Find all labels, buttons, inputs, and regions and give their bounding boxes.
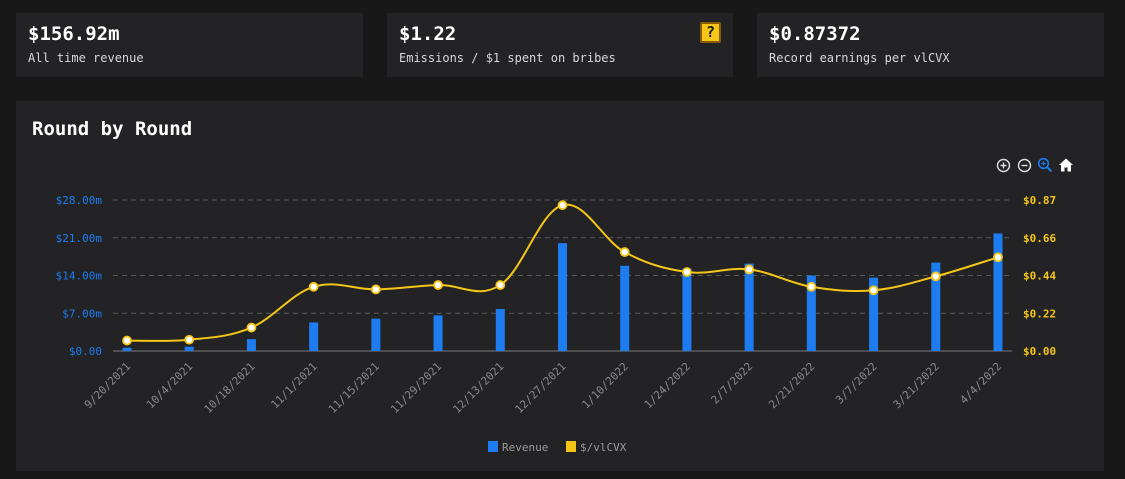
- y-left-tick-label: $7.00m: [62, 307, 102, 320]
- round-by-round-chart: $0.00 $0.00 $7.00m $0.22 $14.00m $0.44 $21.00m…: [56, 194, 1057, 454]
- vlcvx-point[interactable]: [246, 322, 257, 333]
- vlcvx-point[interactable]: [682, 267, 692, 277]
- stat-card-revenue: $156.92m All time revenue: [16, 13, 363, 77]
- stat-label: All time revenue: [28, 51, 144, 65]
- stat-label: Emissions / $1 spent on bribes: [399, 51, 616, 65]
- y-right-tick-label: $0.00: [1023, 345, 1056, 358]
- revenue-bar[interactable]: [869, 277, 879, 351]
- y-right-tick-label: $0.22: [1023, 307, 1056, 320]
- y-right-tick-label: $0.44: [1023, 270, 1056, 283]
- revenue-bar[interactable]: [744, 263, 754, 351]
- legend-swatch-vlcvx: [566, 441, 576, 452]
- x-tick-label: 11/15/2021: [326, 360, 382, 416]
- revenue-bar[interactable]: [931, 262, 941, 351]
- vlcvx-point[interactable]: [993, 252, 1003, 263]
- revenue-bar[interactable]: [682, 268, 692, 351]
- y-left-tick-label: $28.00m: [56, 194, 103, 207]
- vlcvx-point[interactable]: [868, 285, 879, 296]
- vlcvx-point[interactable]: [930, 271, 941, 282]
- stat-card-record-earnings: $0.87372 Record earnings per vlCVX: [757, 13, 1104, 77]
- revenue-bar[interactable]: [246, 339, 256, 351]
- chart-card: Round by Round $0.00 $0.00 $7.00m $0.22 $14.…: [16, 101, 1104, 471]
- x-tick-label: 4/4/2022: [957, 360, 1004, 407]
- y-left-tick-label: $14.00m: [56, 270, 103, 283]
- revenue-bar[interactable]: [558, 243, 567, 351]
- zoom-in-icon[interactable]: [994, 156, 1012, 174]
- x-tick-label: 2/21/2022: [766, 360, 817, 411]
- x-tick-label: 11/29/2021: [388, 360, 444, 416]
- selection-zoom-icon[interactable]: [1036, 156, 1054, 174]
- home-icon[interactable]: [1057, 156, 1075, 174]
- revenue-bar[interactable]: [993, 233, 1003, 351]
- revenue-bar[interactable]: [184, 346, 194, 351]
- vlcvx-point[interactable]: [619, 247, 630, 257]
- vlcvx-point[interactable]: [122, 335, 132, 346]
- vlcvx-point[interactable]: [806, 281, 817, 292]
- x-tick-label: 12/13/2021: [450, 360, 506, 416]
- vlcvx-point[interactable]: [433, 280, 443, 290]
- x-tick-label: 9/20/2021: [82, 360, 133, 411]
- vlcvx-point[interactable]: [370, 284, 381, 295]
- zoom-out-icon[interactable]: [1015, 156, 1033, 174]
- x-tick-label: 2/7/2022: [709, 360, 756, 407]
- x-tick-label: 11/1/2021: [268, 360, 319, 411]
- y-left-tick-label: $0.00: [69, 345, 102, 358]
- vlcvx-point[interactable]: [184, 334, 195, 345]
- stat-label: Record earnings per vlCVX: [769, 51, 950, 65]
- x-tick-label: 10/4/2021: [144, 360, 195, 411]
- vlcvx-point[interactable]: [557, 200, 568, 211]
- revenue-bar[interactable]: [309, 322, 319, 351]
- stat-value: $0.87372: [769, 23, 861, 45]
- chart-toolbar: [994, 156, 1075, 174]
- question-block-icon[interactable]: ?: [700, 22, 721, 43]
- y-right-tick-label: $0.87: [1023, 194, 1056, 207]
- x-tick-label: 1/24/2022: [642, 360, 693, 411]
- revenue-bar[interactable]: [495, 308, 505, 351]
- stat-value: $156.92m: [28, 23, 120, 45]
- revenue-bar[interactable]: [122, 347, 132, 351]
- stat-card-emissions: $1.22 Emissions / $1 spent on bribes ?: [387, 13, 733, 77]
- vlcvx-point[interactable]: [495, 280, 506, 290]
- x-tick-label: 3/7/2022: [833, 360, 880, 407]
- revenue-bar[interactable]: [620, 265, 630, 351]
- vlcvx-point[interactable]: [308, 281, 319, 292]
- revenue-bar[interactable]: [371, 318, 381, 351]
- y-right-tick-label: $0.66: [1023, 232, 1056, 245]
- revenue-bar[interactable]: [806, 275, 816, 352]
- y-left-tick-label: $21.00m: [56, 232, 103, 245]
- stat-value: $1.22: [399, 23, 457, 45]
- chart-title: Round by Round: [32, 118, 193, 140]
- x-tick-label: 12/27/2021: [513, 360, 569, 416]
- x-tick-label: 10/18/2021: [202, 360, 258, 416]
- revenue-bar[interactable]: [433, 315, 443, 351]
- legend-label-revenue[interactable]: Revenue: [502, 441, 548, 454]
- legend-swatch-revenue: [488, 441, 498, 452]
- x-tick-label: 3/21/2022: [891, 360, 942, 411]
- legend-label-vlcvx[interactable]: $/vlCVX: [580, 441, 627, 454]
- x-tick-label: 1/10/2022: [579, 360, 630, 411]
- vlcvx-point[interactable]: [744, 264, 755, 275]
